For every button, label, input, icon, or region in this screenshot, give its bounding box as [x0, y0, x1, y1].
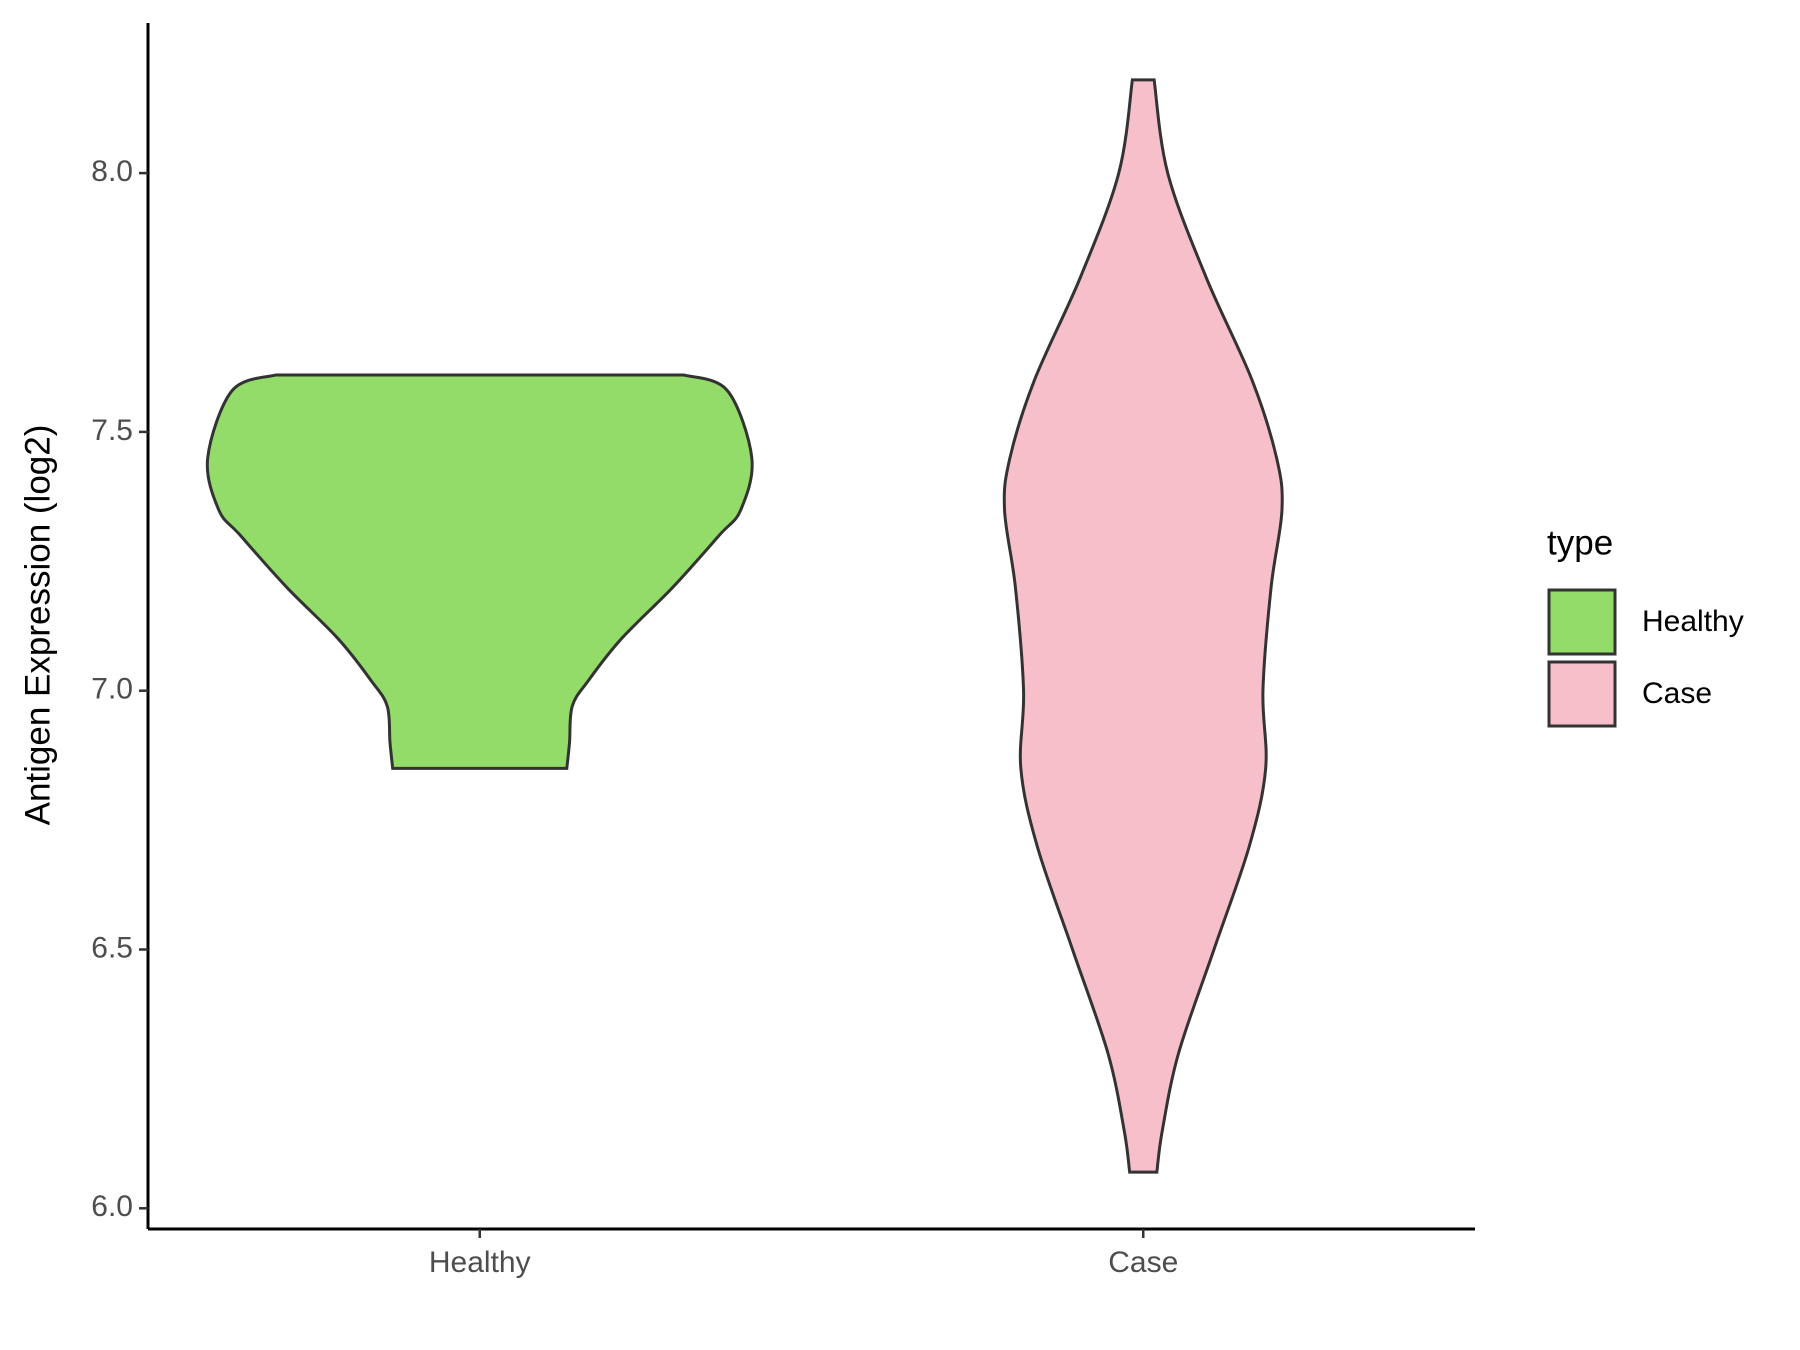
legend-title: type	[1547, 523, 1613, 562]
y-axis-title: Antigen Expression (log2)	[18, 425, 57, 826]
legend-label: Case	[1642, 677, 1712, 710]
y-tick-label: 8.0	[91, 155, 133, 188]
x-tick-label: Healthy	[429, 1246, 531, 1279]
legend-label: Healthy	[1642, 605, 1744, 638]
y-tick-label: 7.0	[91, 673, 133, 706]
y-tick-label: 6.0	[91, 1190, 133, 1223]
y-tick-label: 7.5	[91, 414, 133, 447]
violin	[205, 373, 754, 770]
legend-key	[1547, 588, 1617, 656]
y-tick-label: 6.5	[91, 931, 133, 964]
legend-key	[1547, 660, 1617, 728]
violin	[1002, 78, 1284, 1174]
x-tick-label: Case	[1108, 1246, 1178, 1279]
